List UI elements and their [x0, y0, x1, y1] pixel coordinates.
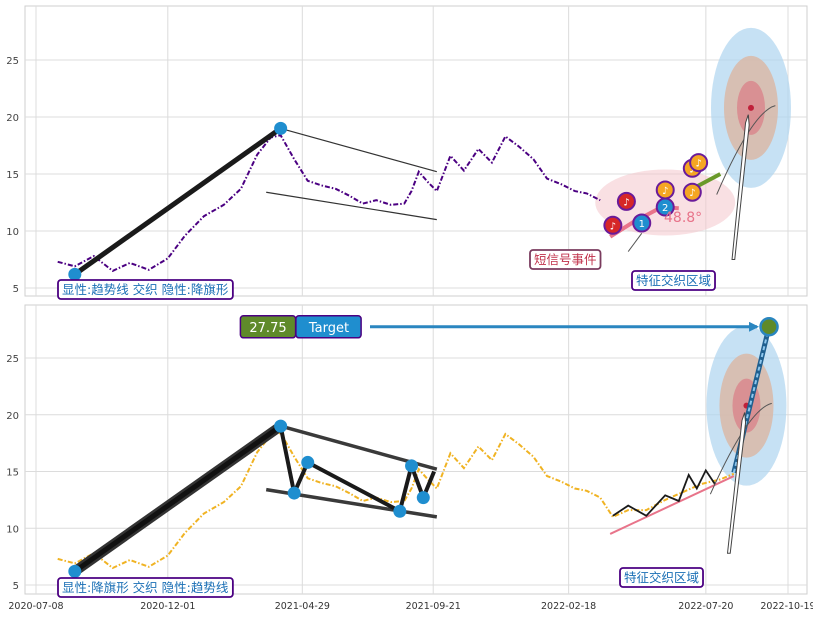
bottom-target-label: Target — [308, 321, 349, 336]
top-pattern-label-box — [57, 279, 234, 300]
bottom-pivot-point — [393, 504, 407, 518]
bottom-pivot-point — [416, 491, 430, 505]
y-tick-label: 15 — [6, 170, 19, 181]
top-short-signal-label: 短信号事件 — [534, 252, 597, 267]
top-signal-event — [632, 213, 652, 233]
top-signal-event-label: ♪ — [610, 221, 616, 232]
y-tick-label: 10 — [6, 524, 19, 535]
top-signal-event — [655, 180, 675, 200]
bottom-feature-zone-label-box — [619, 567, 704, 588]
top-arc-curve — [716, 105, 776, 195]
bottom-target-value: 27.75 — [249, 321, 286, 336]
x-tick-label: 2022-07-20 — [678, 601, 733, 612]
bottom-target-marker — [759, 317, 779, 337]
top-signal-event — [682, 182, 702, 202]
top-signal-event-label: ♪ — [695, 159, 701, 170]
x-tick-label: 2022-02-18 — [541, 601, 596, 612]
top-signal-event — [603, 215, 623, 235]
top-signal-event — [689, 153, 709, 173]
bottom-pivot-point — [405, 459, 419, 473]
top-signal-event-label: ♪ — [662, 186, 668, 197]
y-tick-label: 5 — [13, 284, 19, 295]
bottom-pattern-label: 显性:降旗形 交织 隐性:趋势线 — [62, 580, 229, 595]
y-tick-label: 5 — [13, 581, 19, 592]
top-trend-line — [73, 126, 283, 277]
y-tick-label: 15 — [6, 468, 19, 479]
top-feature-zone-label-box — [631, 270, 716, 291]
y-tick-label: 25 — [6, 56, 19, 67]
top-signal-event — [616, 191, 636, 211]
top-short-signal-label-box — [529, 249, 602, 270]
y-tick-label: 25 — [6, 354, 19, 365]
x-tick-label: 2020-07-08 — [8, 601, 63, 612]
bottom-price-series — [57, 431, 735, 570]
top-price-series — [57, 134, 601, 273]
x-tick-label: 2020-12-01 — [140, 601, 195, 612]
y-tick-label: 20 — [6, 411, 19, 422]
bottom-thick-trend-core — [73, 424, 283, 574]
bottom-feature-zone-label: 特征交织区域 — [624, 570, 699, 585]
top-trend-line — [280, 127, 437, 173]
bottom-projection-arrow — [726, 412, 747, 554]
top-signal-event-label: ♪ — [689, 188, 695, 199]
top-signal-event-label: 1 — [639, 219, 645, 230]
bottom-pink-line — [609, 475, 735, 535]
bottom-pivot-point — [301, 455, 315, 469]
bottom-pattern-label-box — [57, 577, 234, 598]
top-pivot-point — [68, 267, 82, 281]
top-signal-event-label: ♪ — [689, 164, 695, 175]
top-projection-arrow — [731, 114, 750, 260]
top-pivot-point — [274, 121, 288, 135]
panel-frame — [24, 5, 808, 297]
panel-frame — [24, 304, 808, 595]
top-trend-line — [266, 191, 437, 221]
x-tick-label: 2021-04-29 — [275, 601, 330, 612]
top-feature-zone-label: 特征交织区域 — [636, 273, 711, 288]
bottom-pivot-point — [274, 419, 288, 433]
top-green-arrow — [695, 172, 722, 189]
top-signal-event-label: 2 — [662, 203, 668, 214]
x-tick-label: 2022-10-19 — [760, 601, 813, 612]
target-center-point — [747, 104, 754, 111]
bottom-target-label-box — [295, 315, 362, 339]
bottom-black-series — [612, 468, 716, 517]
bottom-pivot-point — [68, 564, 82, 578]
y-tick-label: 20 — [6, 113, 19, 124]
top-signal-event-label: ♪ — [623, 197, 629, 208]
x-tick-label: 2021-09-21 — [406, 601, 461, 612]
top-angle-label: 48.8° — [664, 210, 702, 226]
bottom-pivot-point — [287, 486, 301, 500]
top-signal-pointer — [627, 232, 643, 252]
top-pattern-label: 显性:趋势线 交织 隐性:降旗形 — [62, 282, 229, 297]
y-tick-label: 10 — [6, 227, 19, 238]
